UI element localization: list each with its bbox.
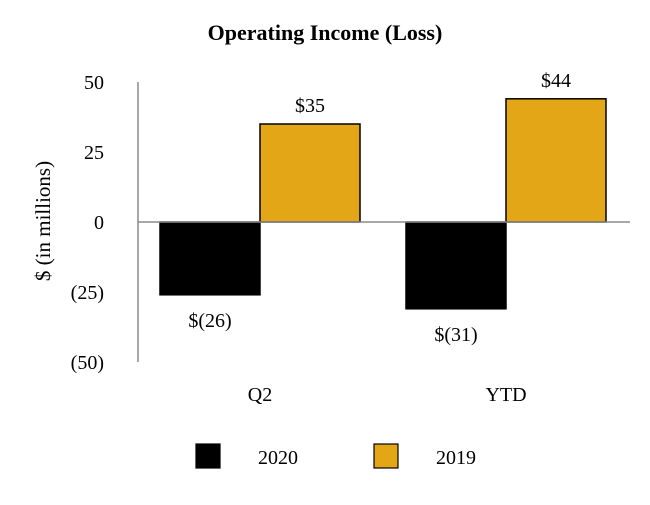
bar-2019-ytd <box>505 98 607 223</box>
legend-label-2020: 2020 <box>258 447 298 469</box>
plot-area: 50 25 0 (25) (50) $(26) $35 Q2 $(31) $44 YTD <box>71 70 630 406</box>
data-label-2020-ytd: $(31) <box>434 324 477 346</box>
y-tick-label: 0 <box>94 212 104 234</box>
bar-2020-q2 <box>159 221 261 296</box>
x-tick-label-q2: Q2 <box>248 384 272 406</box>
data-label-2019-ytd: $44 <box>541 70 571 92</box>
bar-2019-q2 <box>259 123 361 223</box>
y-tick-label: 25 <box>84 142 104 164</box>
x-tick-label-ytd: YTD <box>485 384 526 406</box>
y-tick-label: (50) <box>71 352 104 374</box>
data-label-2019-q2: $35 <box>295 95 325 117</box>
bar-2020-ytd <box>405 221 507 310</box>
legend: 2020 2019 <box>195 443 476 469</box>
y-tick-label: 50 <box>84 72 104 94</box>
y-tick-label: (25) <box>71 282 104 304</box>
chart-title: Operating Income (Loss) <box>208 20 443 45</box>
legend-label-2019: 2019 <box>436 447 476 469</box>
legend-swatch-2020 <box>195 443 221 469</box>
data-label-2020-q2: $(26) <box>188 310 231 332</box>
y-axis-label: $ (in millions) <box>31 161 55 281</box>
legend-swatch-2019 <box>373 443 399 469</box>
